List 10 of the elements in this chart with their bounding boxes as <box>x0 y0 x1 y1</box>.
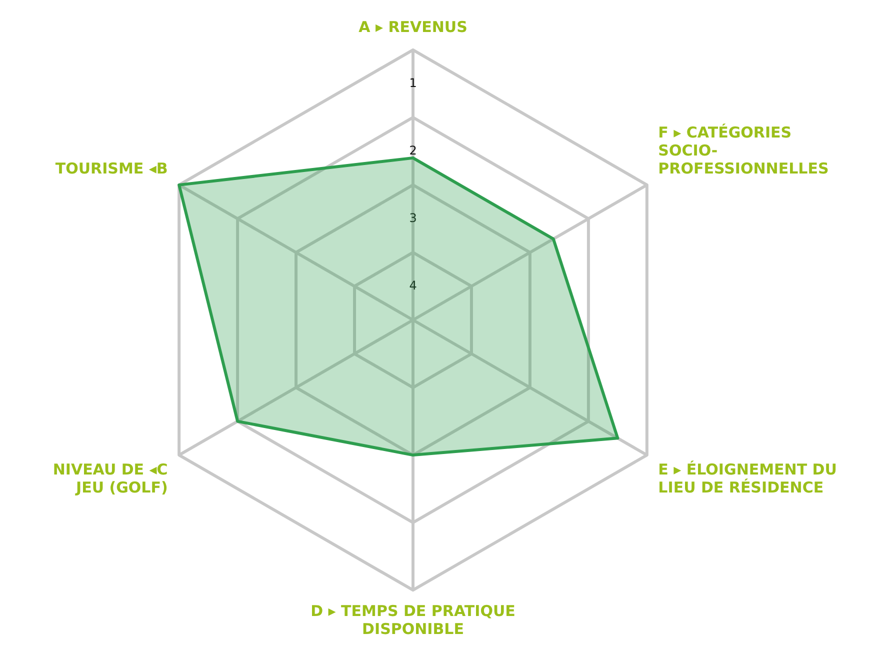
spoke-label: NIVEAU DE ◂C JEU (GOLF) <box>52 460 168 496</box>
spoke-label: D ▸ TEMPS DE PRATIQUE DISPONIBLE <box>310 602 516 638</box>
spoke-label: A ▸ REVENUS <box>358 18 468 36</box>
y-tick-label: 4 <box>409 278 417 292</box>
spoke-label: E ▸ ÉLOIGNEMENT DU LIEU DE RÉSIDENCE <box>658 460 837 496</box>
y-tick-label: 2 <box>409 143 417 158</box>
spoke-label: TOURISME ◂B <box>55 159 168 178</box>
spoke-label: F ▸ CATÉGORIES SOCIO- PROFESSIONNELLES <box>658 123 829 178</box>
y-tick-label: 1 <box>409 76 417 90</box>
y-tick-label: 3 <box>409 210 417 225</box>
